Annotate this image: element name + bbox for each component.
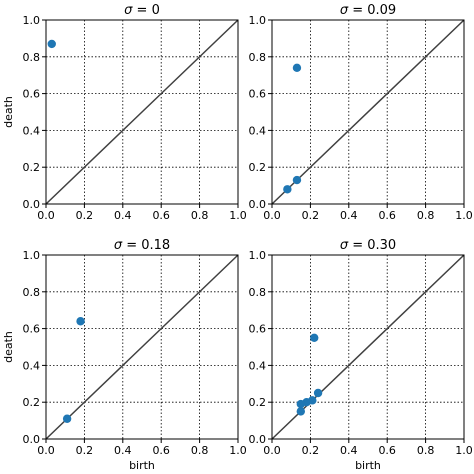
x-tick-label: 0.8 bbox=[191, 444, 209, 457]
data-point bbox=[310, 333, 319, 342]
panel-1: 0.0 0.2 0.4 0.6 0.8 1.0 0.0 0.2 0.4 0.6 0.8 1.0 σ = … bbox=[2, 3, 247, 222]
diagonal-line bbox=[45, 254, 239, 440]
x-axis-label: birth bbox=[355, 459, 381, 472]
y-tick-label: 0.4 bbox=[249, 359, 267, 372]
x-tick-label: 0.0 bbox=[263, 209, 281, 222]
x-tick-label: 1.0 bbox=[229, 209, 247, 222]
x-tick-label: 0.0 bbox=[37, 444, 55, 457]
x-tick-label: 0.2 bbox=[76, 444, 94, 457]
x-axis-label: birth bbox=[129, 459, 155, 472]
x-tick-label: 0.4 bbox=[340, 209, 358, 222]
x-tick-label: 0.6 bbox=[152, 444, 170, 457]
y-tick-label: 1.0 bbox=[23, 14, 41, 27]
panel-title: σ = 0 bbox=[124, 3, 160, 18]
data-point bbox=[296, 399, 305, 409]
y-tick-label: 0.2 bbox=[23, 161, 41, 174]
y-tick-label: 0.8 bbox=[23, 51, 41, 64]
data-point bbox=[62, 414, 72, 423]
y-tick-label: 0.8 bbox=[249, 51, 267, 64]
x-tick-label: 1.0 bbox=[455, 444, 473, 457]
y-tick-label: 1.0 bbox=[249, 14, 267, 27]
x-tick-label: 0.2 bbox=[302, 209, 320, 222]
y-tick-label: 1.0 bbox=[23, 249, 41, 262]
y-tick-label: 0.6 bbox=[23, 88, 41, 101]
y-tick-label: 0.2 bbox=[249, 161, 267, 174]
data-point bbox=[296, 407, 305, 416]
x-tick-label: 0.4 bbox=[340, 444, 358, 457]
data-point bbox=[283, 185, 292, 194]
y-tick-label: 0.8 bbox=[23, 286, 41, 299]
x-tick-label: 0.8 bbox=[191, 209, 209, 222]
panel-4: 0.0 0.2 0.4 0.6 0.8 1.0 0.0 0.2 0.4 0.6 0.8 1.0 σ = … bbox=[249, 238, 473, 472]
axes-frame bbox=[45, 19, 239, 205]
y-tick-label: 0.0 bbox=[23, 433, 41, 446]
y-tick-label: 0.4 bbox=[23, 124, 41, 137]
y-tick-label: 0.6 bbox=[249, 323, 267, 336]
diagonal-line bbox=[271, 254, 465, 440]
y-tick-label: 0.6 bbox=[249, 88, 267, 101]
x-tick-label: 0.4 bbox=[114, 209, 132, 222]
panel-title: σ = 0.30 bbox=[340, 238, 396, 253]
x-tick-label: 0.6 bbox=[378, 209, 396, 222]
data-point bbox=[313, 388, 323, 398]
y-tick-label: 0.4 bbox=[23, 359, 41, 372]
panel-title: σ = 0.18 bbox=[114, 238, 170, 253]
x-tick-label: 0.4 bbox=[114, 444, 132, 457]
y-tick-label: 0.8 bbox=[249, 286, 267, 299]
y-tick-label: 1.0 bbox=[249, 249, 267, 262]
x-tick-label: 0.0 bbox=[263, 444, 281, 457]
y-tick-label: 0.6 bbox=[23, 323, 41, 336]
x-tick-label: 0.8 bbox=[417, 209, 435, 222]
x-tick-label: 0.6 bbox=[378, 444, 396, 457]
x-tick-label: 0.8 bbox=[417, 444, 435, 457]
panel-title: σ = 0.09 bbox=[340, 3, 396, 18]
x-tick-label: 1.0 bbox=[229, 444, 247, 457]
x-tick-label: 0.2 bbox=[76, 209, 94, 222]
data-point bbox=[292, 63, 302, 73]
y-axis-label: death bbox=[2, 331, 15, 363]
data-point bbox=[76, 317, 85, 326]
y-tick-label: 0.4 bbox=[249, 124, 267, 137]
panel-2: 0.0 0.2 0.4 0.6 0.8 1.0 0.0 0.2 0.4 0.6 0.8 1.0 σ = … bbox=[249, 3, 473, 222]
axes-frame bbox=[45, 254, 239, 440]
x-tick-label: 0.2 bbox=[302, 444, 320, 457]
y-tick-label: 0.0 bbox=[249, 433, 267, 446]
x-tick-label: 1.0 bbox=[455, 209, 473, 222]
axes-frame bbox=[271, 254, 465, 440]
x-tick-label: 0.0 bbox=[37, 209, 55, 222]
y-axis-label: death bbox=[2, 96, 15, 128]
y-tick-label: 0.0 bbox=[23, 198, 41, 211]
x-tick-label: 0.6 bbox=[152, 209, 170, 222]
diagonal-line bbox=[45, 19, 239, 205]
y-tick-label: 0.2 bbox=[23, 396, 41, 409]
y-tick-label: 0.2 bbox=[249, 396, 267, 409]
data-point bbox=[292, 175, 302, 185]
panel-3: 0.0 0.2 0.4 0.6 0.8 1.0 0.0 0.2 0.4 0.6 0.8 1.0 σ = … bbox=[2, 238, 247, 472]
y-tick-label: 0.0 bbox=[249, 198, 267, 211]
axes-frame bbox=[271, 19, 465, 205]
diagonal-line bbox=[271, 19, 465, 205]
data-point bbox=[47, 39, 56, 49]
